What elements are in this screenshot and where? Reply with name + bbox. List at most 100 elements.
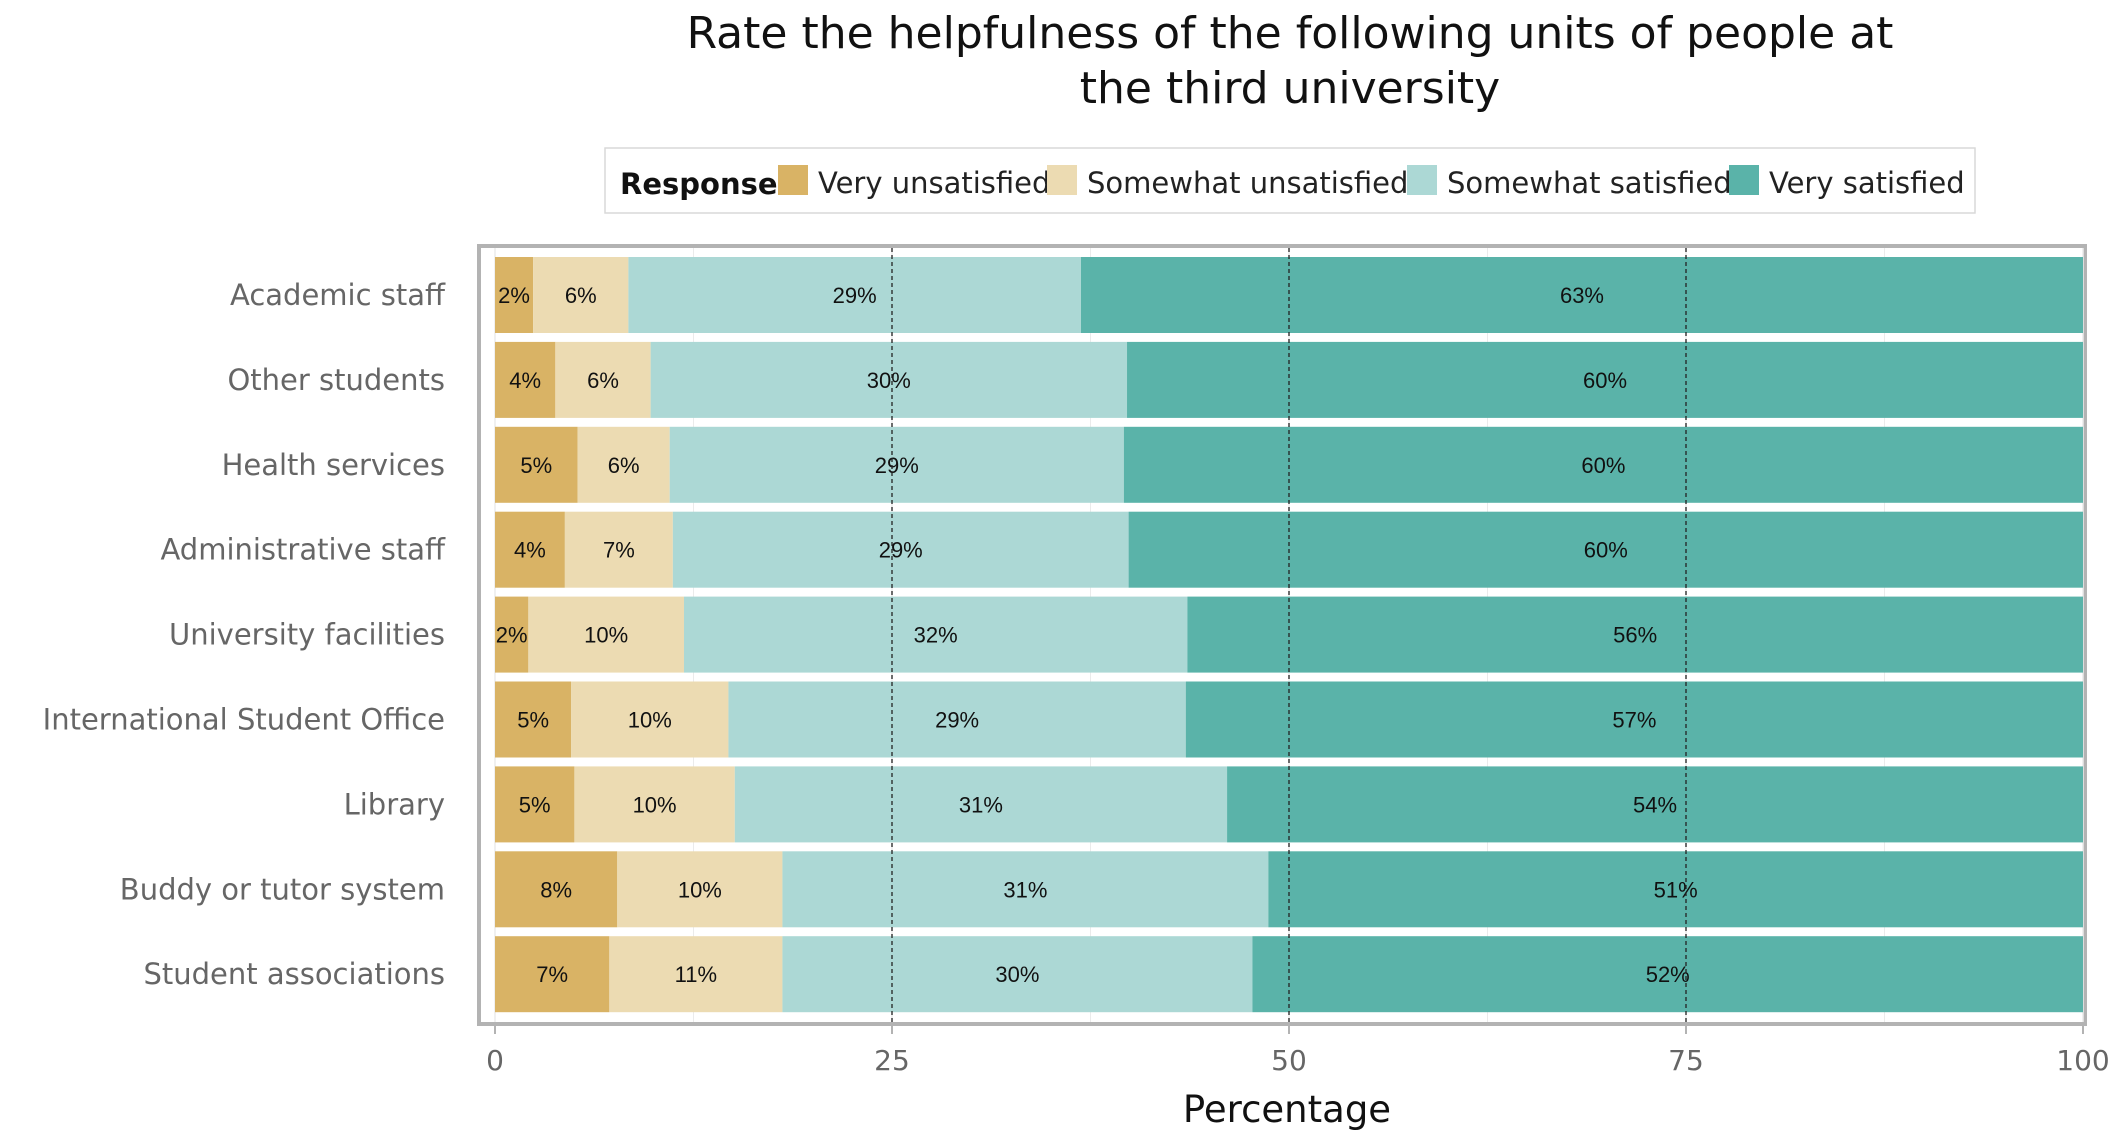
bar-segment-very-unsatisfied: [495, 511, 565, 588]
legend-key-somewhat-unsatisfied: [1047, 165, 1077, 195]
bar-segment-very-unsatisfied: [495, 936, 610, 1013]
bar-value-label: 29%: [833, 283, 877, 308]
bar-value-label: 63%: [1560, 283, 1604, 308]
bar-value-label: 51%: [1654, 877, 1698, 902]
x-tick-label: 0: [486, 1044, 504, 1077]
bar-segment-very-satisfied: [1123, 426, 2083, 503]
category-label: Academic staff: [230, 278, 446, 312]
bar-segment-very-satisfied: [1268, 851, 2083, 928]
bar-segment-somewhat-satisfied: [782, 936, 1253, 1013]
bar-segment-somewhat-unsatisfied: [574, 766, 735, 843]
legend-label-very-unsatisfied: Very unsatisfied: [818, 166, 1050, 200]
bar-segment-very-unsatisfied: [495, 851, 618, 928]
bar-segment-very-satisfied: [1127, 341, 2083, 418]
bar-segment-somewhat-satisfied: [669, 426, 1124, 503]
bar-segment-very-satisfied: [1252, 936, 2083, 1013]
chart-title-line-1: Rate the helpfulness of the following un…: [687, 8, 1894, 59]
bar-value-label: 30%: [867, 368, 911, 393]
legend: Response Very unsatisfied Somewhat unsati…: [604, 147, 1976, 214]
bar-value-label: 60%: [1583, 368, 1627, 393]
x-tick-label: 100: [2056, 1044, 2109, 1077]
bar-value-label: 56%: [1613, 623, 1657, 648]
reference-lines: [891, 248, 1687, 1022]
bar-value-label: 11%: [675, 962, 717, 987]
bar-segment-somewhat-satisfied: [650, 341, 1128, 418]
bar-value-label: 5%: [517, 708, 549, 733]
bar-value-label: 7%: [536, 962, 568, 987]
bar-value-label: 10%: [628, 708, 672, 733]
bar-segment-very-unsatisfied: [495, 341, 556, 418]
category-label: Administrative staff: [160, 533, 446, 567]
bar-segment-somewhat-unsatisfied: [533, 257, 629, 333]
bar-value-label: 5%: [519, 792, 551, 817]
bar-value-label: 2%: [496, 623, 528, 648]
bar-segment-somewhat-unsatisfied: [609, 936, 783, 1013]
category-label: International Student Office: [43, 703, 445, 737]
category-label: Other students: [227, 363, 445, 397]
legend-label-very-satisfied: Very satisfied: [1769, 166, 1965, 200]
category-label: University facilities: [169, 618, 445, 652]
bar-segment-very-unsatisfied: [495, 426, 578, 503]
bar-segment-very-unsatisfied: [495, 257, 534, 333]
bar-segment-somewhat-satisfied: [628, 257, 1081, 333]
bar-segment-very-satisfied: [1128, 511, 2083, 588]
legend-label-somewhat-unsatisfied: Somewhat unsatisfied: [1087, 166, 1408, 200]
bar-value-label: 6%: [608, 453, 640, 478]
bar-segment-somewhat-unsatisfied: [571, 681, 729, 758]
bar-value-label: 31%: [1003, 877, 1047, 902]
legend-label-somewhat-satisfied: Somewhat satisfied: [1447, 166, 1732, 200]
bar-value-label: 10%: [678, 877, 722, 902]
legend-key-very-unsatisfied: [778, 165, 808, 195]
bar-segment-somewhat-satisfied: [672, 511, 1129, 588]
bar-segment-somewhat-unsatisfied: [617, 851, 783, 928]
bar-value-label: 54%: [1633, 792, 1677, 817]
bar-value-label: 5%: [520, 453, 552, 478]
bar-value-label: 32%: [914, 623, 958, 648]
category-label: Student associations: [143, 957, 445, 991]
bar-value-label: 60%: [1581, 453, 1625, 478]
bar-value-label: 10%: [633, 792, 677, 817]
legend-key-somewhat-satisfied: [1407, 165, 1437, 195]
bar-segment-very-unsatisfied: [495, 766, 575, 843]
bar-segment-very-satisfied: [1227, 766, 2083, 843]
bar-segment-very-satisfied: [1187, 596, 2083, 673]
bar-segment-very-unsatisfied: [495, 681, 572, 758]
category-label: Health services: [222, 448, 445, 482]
bar-value-label: 29%: [879, 538, 923, 563]
x-axis-ticks: 0 25 50 75 100: [486, 1026, 2110, 1077]
bar-segment-somewhat-unsatisfied: [577, 426, 670, 503]
bar-segment-somewhat-unsatisfied: [528, 596, 684, 673]
chart-title-line-2: the third university: [1080, 63, 1500, 114]
bar-segment-somewhat-satisfied: [782, 851, 1269, 928]
x-tick-label: 75: [1668, 1044, 1704, 1077]
bar-segment-somewhat-satisfied: [683, 596, 1188, 673]
bar-value-label: 6%: [587, 368, 619, 393]
bar-value-label: 4%: [509, 368, 541, 393]
bar-value-label: 7%: [603, 538, 635, 563]
bar-value-label: 10%: [584, 623, 628, 648]
x-axis-title: Percentage: [1183, 1088, 1391, 1131]
bar-value-label: 30%: [995, 962, 1039, 987]
bar-segment-very-satisfied: [1080, 257, 2083, 333]
bar-segment-very-unsatisfied: [495, 596, 529, 673]
category-label: Buddy or tutor system: [120, 872, 445, 906]
bar-value-label: 31%: [959, 792, 1003, 817]
bar-value-label: 60%: [1584, 538, 1628, 563]
bar-segment-somewhat-satisfied: [728, 681, 1186, 758]
bar-value-label: 8%: [540, 877, 572, 902]
category-label: Library: [344, 787, 445, 821]
bar-segment-somewhat-satisfied: [734, 766, 1228, 843]
bar-value-label: 2%: [498, 283, 530, 308]
legend-key-very-satisfied: [1729, 165, 1759, 195]
bar-value-label: 6%: [565, 283, 597, 308]
bar-value-label: 57%: [1612, 708, 1656, 733]
x-tick-label: 50: [1271, 1044, 1307, 1077]
legend-title: Response: [620, 167, 778, 201]
bar-value-label: 29%: [875, 453, 919, 478]
bar-segment-somewhat-unsatisfied: [555, 341, 651, 418]
bar-value-label: 4%: [514, 538, 546, 563]
x-tick-label: 25: [874, 1044, 910, 1077]
bar-segment-very-satisfied: [1185, 681, 2083, 758]
bar-value-label: 29%: [935, 708, 979, 733]
